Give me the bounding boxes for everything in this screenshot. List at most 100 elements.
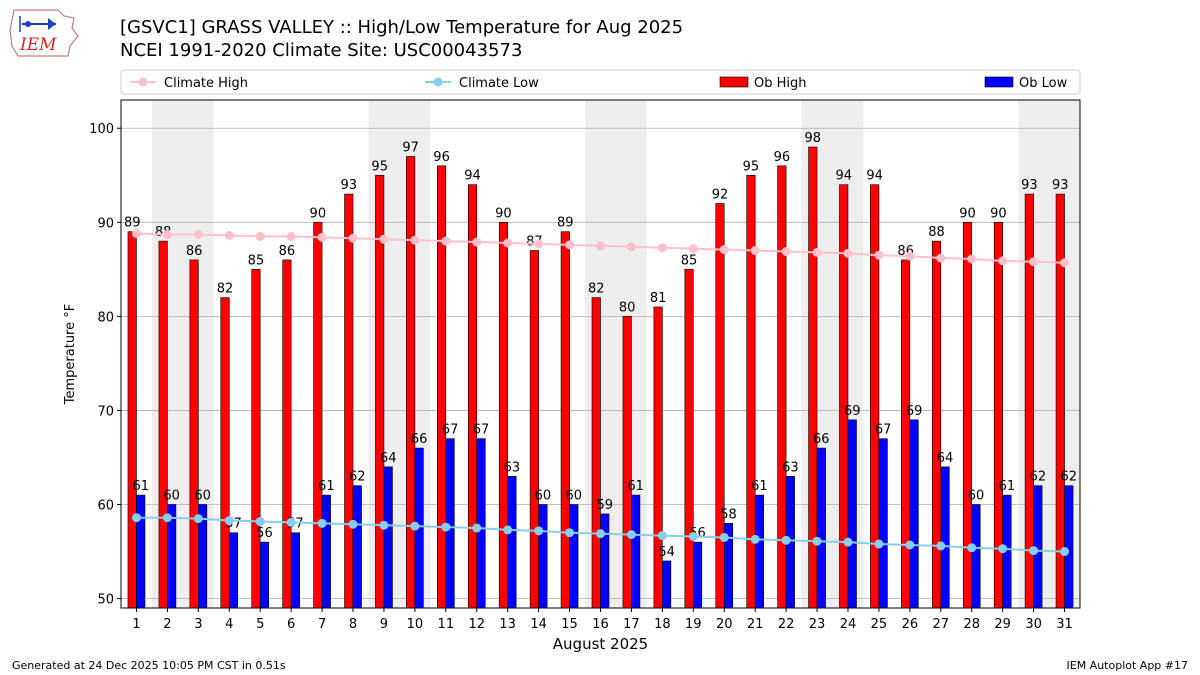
data-label-ob-low: 62 <box>349 470 366 485</box>
point-climate-low <box>626 530 636 540</box>
x-tick-label: 21 <box>747 617 764 632</box>
point-climate-high <box>317 232 327 242</box>
data-label-ob-low: 67 <box>875 423 892 438</box>
point-climate-high <box>967 254 977 264</box>
x-tick-label: 4 <box>225 617 233 632</box>
point-climate-high <box>503 238 513 248</box>
legend-swatch-ob-high <box>719 76 749 88</box>
x-tick-label: 17 <box>623 617 640 632</box>
bar-ob-high <box>931 240 942 609</box>
bar-ob-low <box>971 504 981 609</box>
y-tick-label: 60 <box>97 499 114 514</box>
point-climate-low <box>193 514 203 524</box>
point-climate-low <box>750 534 760 544</box>
bar-ob-low <box>228 532 239 609</box>
data-label-ob-high: 85 <box>248 253 265 268</box>
point-climate-high <box>843 248 853 258</box>
x-tick-label: 3 <box>194 617 202 632</box>
x-tick-label: 31 <box>1056 617 1073 632</box>
legend-label-ob-low: Ob Low <box>1019 76 1068 91</box>
point-climate-low <box>719 532 729 542</box>
point-climate-low <box>1029 546 1039 556</box>
data-label-ob-high: 95 <box>371 159 388 174</box>
bar-ob-low <box>600 513 610 609</box>
data-label-ob-low: 66 <box>411 432 428 447</box>
bar-ob-high <box>313 221 323 609</box>
point-climate-low <box>843 537 853 547</box>
x-tick-label: 26 <box>902 617 919 632</box>
point-climate-high <box>998 256 1008 266</box>
data-label-ob-high: 96 <box>433 150 450 165</box>
legend-marker-climate-low <box>433 77 443 87</box>
x-tick-label: 11 <box>438 617 455 632</box>
point-climate-high <box>441 236 451 246</box>
data-label-ob-low: 60 <box>535 489 552 504</box>
x-tick-label: 16 <box>592 617 609 632</box>
point-climate-high <box>193 230 203 240</box>
data-label-ob-low: 66 <box>813 432 830 447</box>
bar-ob-high <box>251 269 261 609</box>
x-tick-label: 5 <box>256 617 264 632</box>
bar-ob-high <box>189 259 199 609</box>
bar-ob-low <box>631 494 641 609</box>
bar-ob-low <box>847 419 857 609</box>
x-tick-label: 8 <box>349 617 357 632</box>
bar-ob-high <box>437 165 447 609</box>
point-climate-high <box>596 241 605 251</box>
data-label-ob-high: 82 <box>588 282 605 297</box>
x-tick-label: 14 <box>530 617 547 632</box>
point-climate-low <box>1060 547 1070 557</box>
data-label-ob-low: 63 <box>782 460 799 475</box>
point-climate-high <box>688 244 698 254</box>
x-tick-label: 6 <box>287 617 295 632</box>
point-climate-low <box>596 529 605 539</box>
data-label-ob-high: 80 <box>619 300 636 315</box>
y-tick-label: 90 <box>97 216 114 231</box>
bar-ob-low <box>816 447 826 609</box>
data-label-ob-high: 93 <box>340 178 357 193</box>
data-label-ob-high: 89 <box>124 216 141 231</box>
point-climate-high <box>534 239 544 249</box>
point-climate-low <box>657 531 667 541</box>
data-label-ob-high: 90 <box>495 206 512 221</box>
y-tick-label: 50 <box>97 593 114 608</box>
bar-ob-low <box>909 419 919 609</box>
point-climate-low <box>812 536 822 546</box>
x-tick-label: 24 <box>840 617 857 632</box>
bar-ob-high <box>467 184 478 609</box>
y-tick-label: 80 <box>97 310 114 325</box>
bar-ob-low <box>383 466 393 609</box>
data-label-ob-low: 60 <box>163 489 180 504</box>
point-climate-high <box>936 253 946 263</box>
point-climate-high <box>781 246 791 256</box>
data-label-ob-high: 96 <box>774 150 791 165</box>
point-climate-low <box>286 517 296 527</box>
data-label-ob-high: 88 <box>928 225 945 240</box>
bar-ob-low <box>1064 485 1074 609</box>
point-climate-high <box>905 251 915 261</box>
legend-swatch-ob-low <box>984 76 1014 88</box>
x-tick-label: 2 <box>163 617 171 632</box>
point-climate-high <box>379 234 389 244</box>
bar-ob-low <box>693 541 703 609</box>
bar-ob-high <box>901 259 911 609</box>
bar-ob-high <box>1024 193 1034 609</box>
data-label-ob-low: 61 <box>751 479 768 494</box>
point-climate-low <box>162 513 172 523</box>
point-climate-low <box>688 532 698 542</box>
x-tick-label: 25 <box>871 617 888 632</box>
x-tick-label: 28 <box>963 617 980 632</box>
data-label-ob-low: 69 <box>844 404 861 419</box>
bar-ob-high <box>406 156 416 609</box>
point-climate-low <box>131 513 141 523</box>
bar-ob-low <box>352 485 362 609</box>
point-climate-low <box>255 516 265 526</box>
bar-ob-high <box>498 221 508 609</box>
legend-label-ob-high: Ob High <box>754 76 807 91</box>
bar-ob-high <box>560 231 570 609</box>
data-label-ob-low: 61 <box>132 479 149 494</box>
bar-ob-low <box>754 494 764 609</box>
bar-ob-low <box>662 560 672 609</box>
data-label-ob-low: 64 <box>937 451 954 466</box>
data-label-ob-low: 63 <box>504 460 521 475</box>
